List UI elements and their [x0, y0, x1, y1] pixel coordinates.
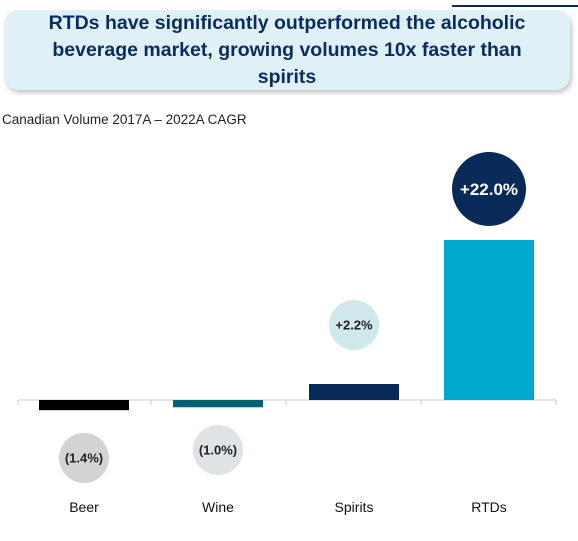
data-label-spirits: +2.2%: [335, 318, 373, 333]
headline-callout: RTDs have significantly outperformed the…: [4, 10, 570, 90]
value-bubble-wine: [193, 425, 243, 475]
category-label-spirits: Spirits: [335, 499, 374, 515]
category-label-rtds: RTDs: [471, 499, 507, 515]
bar-wine: [173, 400, 263, 408]
data-label-beer: (1.4%): [65, 451, 103, 466]
value-bubble-rtds: [452, 152, 526, 226]
category-label-beer: Beer: [69, 499, 99, 515]
category-label-wine: Wine: [202, 499, 234, 515]
bar-rtds: [444, 240, 534, 400]
header-accent-line: [452, 5, 578, 7]
chart-title: Canadian Volume 2017A – 2022A CAGR: [2, 112, 247, 127]
bar-spirits: [309, 384, 399, 400]
data-label-rtds: +22.0%: [460, 180, 518, 199]
value-bubble-beer: [59, 433, 109, 483]
value-bubble-spirits: [329, 300, 379, 350]
data-label-wine: (1.0%): [199, 443, 237, 458]
headline-text: RTDs have significantly outperformed the…: [48, 11, 526, 88]
bar-beer: [39, 400, 129, 411]
